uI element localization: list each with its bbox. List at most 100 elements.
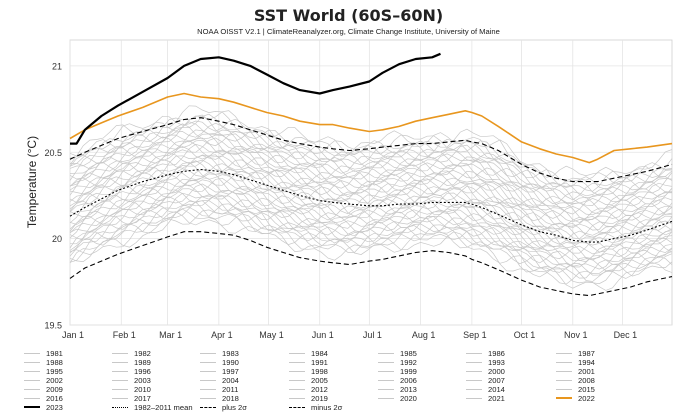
legend-item: 1986 xyxy=(466,348,505,358)
legend-swatch xyxy=(378,361,394,363)
legend-item: 2009 xyxy=(24,384,63,394)
background-year-line-2003 xyxy=(69,154,673,234)
legend-item: 2000 xyxy=(466,366,505,376)
legend-item: 2022 xyxy=(556,393,595,403)
x-tick-label: Nov 1 xyxy=(564,330,588,340)
legend-item: 1996 xyxy=(112,366,151,376)
x-tick-label: Apr 1 xyxy=(211,330,233,340)
legend-swatch xyxy=(556,388,572,390)
background-year-line-1982 xyxy=(69,211,673,289)
series-line-2023 xyxy=(70,52,441,145)
legend-swatch xyxy=(24,397,40,399)
legend-item: 1987 xyxy=(556,348,595,358)
background-year-line-1983 xyxy=(69,208,673,285)
legend-item: 2008 xyxy=(556,375,595,385)
legend-swatch xyxy=(112,397,128,399)
legend-label: 2023 xyxy=(46,402,63,412)
legend-item: 2001 xyxy=(556,366,595,376)
legend-label: 1983 xyxy=(222,348,239,358)
legend-swatch xyxy=(112,388,128,390)
legend-label: 1992 xyxy=(400,357,417,367)
x-tick-label: Mar 1 xyxy=(159,330,182,340)
legend-label: 1989 xyxy=(134,357,151,367)
legend-label: 1985 xyxy=(400,348,417,358)
legend-item: 2004 xyxy=(200,375,239,385)
legend-label: 2003 xyxy=(134,375,151,385)
legend-swatch xyxy=(200,370,216,372)
legend-item: 2015 xyxy=(556,384,595,394)
legend-label: 2017 xyxy=(134,393,151,403)
background-year-line-2005 xyxy=(69,150,673,228)
legend-item: 2010 xyxy=(112,384,151,394)
legend-item: 1995 xyxy=(24,366,63,376)
legend-item: 2020 xyxy=(378,393,417,403)
legend-swatch xyxy=(289,397,305,399)
x-tick-label: Jun 1 xyxy=(312,330,334,340)
legend-swatch xyxy=(556,352,572,354)
legend-label: 1986 xyxy=(488,348,505,358)
series-line-minus-2- xyxy=(69,231,673,297)
background-year-line-2010 xyxy=(69,133,673,213)
legend-label: 1995 xyxy=(46,366,63,376)
legend-item: 2018 xyxy=(200,393,239,403)
legend-swatch xyxy=(378,352,394,354)
legend-swatch xyxy=(466,352,482,354)
x-tick-label: Aug 1 xyxy=(412,330,436,340)
legend-label: 2000 xyxy=(488,366,505,376)
legend-swatch xyxy=(289,406,305,408)
legend-swatch xyxy=(378,388,394,390)
legend-swatch xyxy=(466,388,482,390)
background-year-line-1995 xyxy=(69,173,673,250)
legend-label: 2014 xyxy=(488,384,505,394)
legend-swatch xyxy=(378,397,394,399)
legend-item: 1982 xyxy=(112,348,151,358)
legend-label: 2015 xyxy=(578,384,595,394)
y-tick-label: 21 xyxy=(52,61,62,71)
background-year-line-2017 xyxy=(69,113,673,191)
legend-label: 2019 xyxy=(311,393,328,403)
legend-label: 1988 xyxy=(46,357,63,367)
legend-swatch xyxy=(200,388,216,390)
legend-label: 1984 xyxy=(311,348,328,358)
legend-label: 1981 xyxy=(46,348,63,358)
legend-swatch xyxy=(556,361,572,363)
y-tick-label: 20.5 xyxy=(44,148,62,158)
legend-swatch xyxy=(466,397,482,399)
sst-line-chart: 19.5 20 20.5 21 Jan 1 Feb 1 Mar 1 Apr 1 May 1 Jun… xyxy=(25,39,673,340)
legend-swatch xyxy=(289,388,305,390)
legend-item: 1982–2011 mean xyxy=(112,402,193,412)
background-year-line-1994 xyxy=(69,177,673,254)
legend-item: 1981 xyxy=(24,348,63,358)
legend-label: 2006 xyxy=(400,375,417,385)
legend-label: 2010 xyxy=(134,384,151,394)
legend-item: 2017 xyxy=(112,393,151,403)
x-tick-label: Sep 1 xyxy=(463,330,487,340)
chart-subtitle: NOAA OISST V2.1 | ClimateReanalyzer.org,… xyxy=(197,27,500,36)
y-tick-label: 19.5 xyxy=(44,321,62,331)
legend-swatch xyxy=(24,370,40,372)
y-tick-label: 20 xyxy=(52,234,62,244)
legend-swatch xyxy=(112,361,128,363)
legend-label: 2011 xyxy=(222,384,239,394)
legend-label: 1982 xyxy=(134,348,151,358)
legend-item: 2014 xyxy=(466,384,505,394)
legend-label: 1994 xyxy=(578,357,595,367)
legend-item: 1989 xyxy=(112,357,151,367)
legend-swatch xyxy=(289,370,305,372)
background-year-line-2015 xyxy=(69,123,673,204)
legend-swatch xyxy=(24,361,40,363)
legend-label: 1996 xyxy=(134,366,151,376)
legend-swatch xyxy=(112,379,128,381)
legend-label: 2009 xyxy=(46,384,63,394)
series-lines xyxy=(69,52,673,297)
legend-label: 2004 xyxy=(222,375,239,385)
x-tick-label: Jan 1 xyxy=(62,330,84,340)
legend-swatch xyxy=(24,406,40,408)
legend-label: 1993 xyxy=(488,357,505,367)
legend-label: 1999 xyxy=(400,366,417,376)
background-year-line-2000 xyxy=(69,161,673,244)
legend-item: 1991 xyxy=(289,357,328,367)
background-year-line-2006 xyxy=(69,143,673,222)
legend-swatch xyxy=(24,379,40,381)
legend-item: 1983 xyxy=(200,348,239,358)
